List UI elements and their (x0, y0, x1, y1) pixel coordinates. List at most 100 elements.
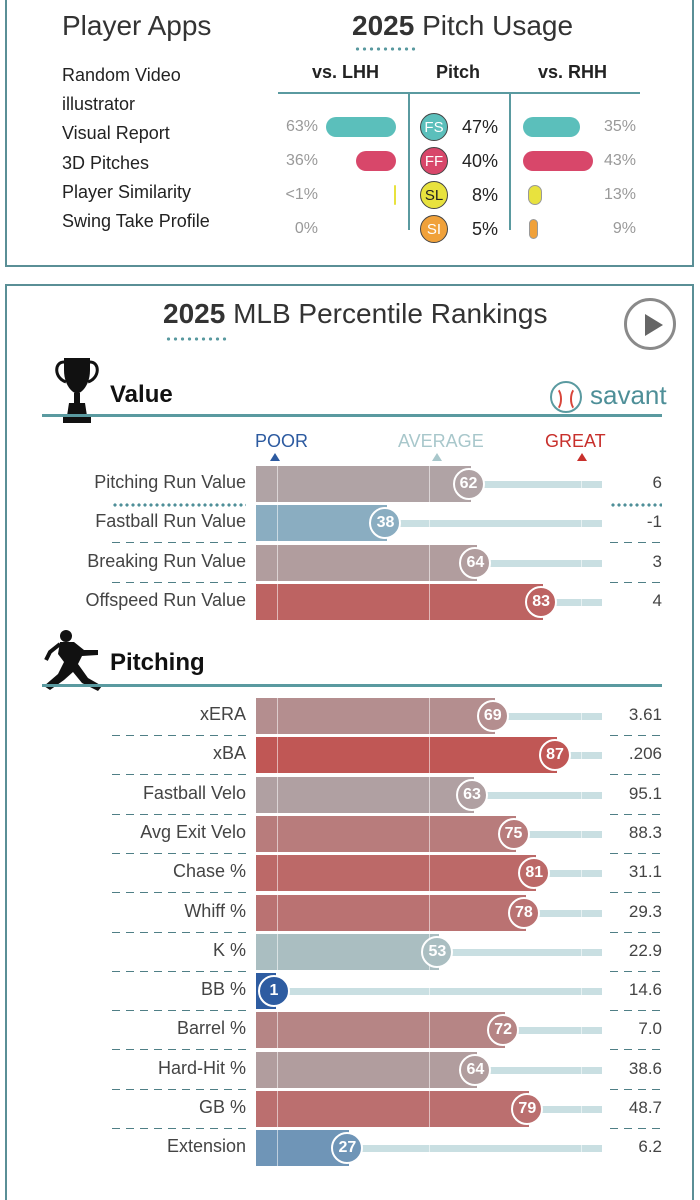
metric-label: Avg Exit Velo (140, 821, 246, 842)
pitch-overall-percent: 5% (471, 219, 498, 239)
percentile-circle[interactable]: 62 (452, 468, 485, 500)
scale-gridline (277, 894, 278, 931)
percentile-track: 81 (256, 855, 602, 892)
percentile-bar (256, 894, 526, 931)
scale-gridline (429, 1012, 430, 1049)
row-divider (610, 813, 662, 815)
scale-gridline (581, 855, 582, 892)
percentile-track: 69 (256, 698, 602, 734)
row-divider (112, 970, 246, 972)
percentile-circle[interactable]: 1 (258, 975, 290, 1008)
metric-value: 6 (652, 473, 662, 492)
scale-poor-marker (270, 453, 280, 461)
scale-gridline (277, 737, 278, 774)
pitch-type-badge[interactable]: SL (420, 181, 448, 209)
percentile-bar (256, 776, 474, 813)
percentile-circle[interactable]: 81 (518, 857, 551, 890)
row-divider (610, 852, 662, 854)
row-divider (112, 1010, 246, 1012)
player-app-link[interactable]: Random Video (62, 65, 181, 85)
percentile-circle[interactable]: 87 (539, 739, 572, 772)
pitch-overall-percent: 40% (461, 151, 498, 171)
scale-gridline (581, 973, 582, 1010)
scale-gridline (581, 1051, 582, 1088)
metric-row: Chase % 81 31.1 (0, 855, 700, 892)
metric-value: 38.6 (628, 1058, 662, 1078)
rhh-percent: 43% (603, 152, 636, 169)
scale-gridline (581, 894, 582, 931)
percentile-circle[interactable]: 64 (459, 546, 492, 579)
metric-label: xERA (199, 704, 246, 724)
scale-gridline (429, 973, 430, 1010)
player-app-link[interactable]: 3D Pitches (62, 152, 150, 173)
player-app-link[interactable]: illustrator (62, 94, 136, 115)
metric-value: 88.3 (628, 822, 662, 842)
section-divider (42, 684, 662, 687)
percentile-bar (256, 1012, 506, 1049)
pitch-type-badge[interactable]: SI (420, 215, 448, 243)
row-divider (610, 1088, 662, 1090)
metric-row: Hard-Hit % 64 38.6 (0, 1051, 700, 1088)
metric-row: Pitching Run Value 62 6 (0, 466, 700, 502)
lhh-percent: 36% (285, 152, 318, 169)
percentile-circle[interactable]: 27 (331, 1132, 364, 1165)
percentile-circle[interactable]: 53 (421, 935, 454, 968)
scale-gridline (429, 544, 430, 581)
metric-row: xBA 87 .206 (0, 737, 700, 774)
scale-gridline (277, 505, 278, 542)
percentile-circle[interactable]: 79 (511, 1093, 544, 1125)
row-divider (610, 542, 662, 544)
row-divider (112, 1088, 246, 1090)
metric-value: -1 (646, 512, 662, 532)
player-app-link[interactable]: Player Similarity (62, 181, 192, 202)
percentile-circle[interactable]: 75 (497, 817, 530, 850)
pitch-type-badge[interactable]: FF (420, 147, 448, 175)
metric-label: Breaking Run Value (87, 550, 246, 571)
percentile-title-text: MLB Percentile Rankings (233, 298, 548, 329)
percentile-bar (256, 1051, 478, 1088)
pitcher-icon (44, 630, 102, 691)
play-button[interactable] (624, 298, 676, 350)
scale-gridline (429, 466, 430, 502)
percentile-track: 72 (256, 1012, 602, 1049)
percentile-bar (256, 544, 478, 581)
scale-gridline (277, 1130, 278, 1167)
metric-row: Avg Exit Velo 75 88.3 (0, 815, 700, 852)
percentile-circle[interactable]: 69 (476, 700, 509, 732)
scale-gridline (429, 855, 430, 892)
percentile-track: 79 (256, 1091, 602, 1127)
scale-gridline (429, 894, 430, 931)
percentile-circle[interactable]: 78 (507, 896, 540, 929)
row-divider (112, 852, 246, 854)
scale-gridline (581, 466, 582, 502)
rhh-percent: 35% (603, 118, 636, 135)
scale-gridline (581, 815, 582, 852)
percentile-circle[interactable]: 63 (455, 778, 488, 811)
player-app-link[interactable]: Swing Take Profile (62, 210, 210, 231)
pitch-usage-title: 2025 Pitch Usage (352, 10, 573, 42)
percentile-circle[interactable]: 38 (369, 507, 402, 540)
metric-value: 48.7 (628, 1098, 662, 1117)
pitch-type-badge[interactable]: FS (420, 113, 448, 141)
player-app-link[interactable]: Visual Report (62, 123, 170, 144)
row-divider (112, 931, 246, 933)
percentile-circle[interactable]: 72 (487, 1014, 520, 1047)
percentile-track: 64 (256, 544, 602, 581)
header-vs-rhh: vs. RHH (538, 62, 608, 82)
percentile-circle[interactable]: 64 (459, 1053, 492, 1086)
lhh-percent: 0% (294, 220, 318, 237)
scale-gridline (277, 583, 278, 620)
scale-gridline (429, 583, 430, 620)
percentile-bar (256, 933, 440, 970)
percentile-track: 64 (256, 1051, 602, 1088)
scale-poor-label: POOR (255, 431, 309, 451)
percentile-bar (256, 583, 544, 620)
row-divider (610, 892, 662, 894)
rhh-usage-bar (523, 151, 593, 171)
rhh-percent: 9% (612, 220, 636, 237)
metric-row: Fastball Run Value 38 -1 (0, 505, 700, 542)
metric-label: Barrel % (176, 1018, 246, 1039)
row-divider (610, 931, 662, 933)
scale-gridline (581, 1130, 582, 1167)
percentile-circle[interactable]: 83 (525, 585, 558, 618)
